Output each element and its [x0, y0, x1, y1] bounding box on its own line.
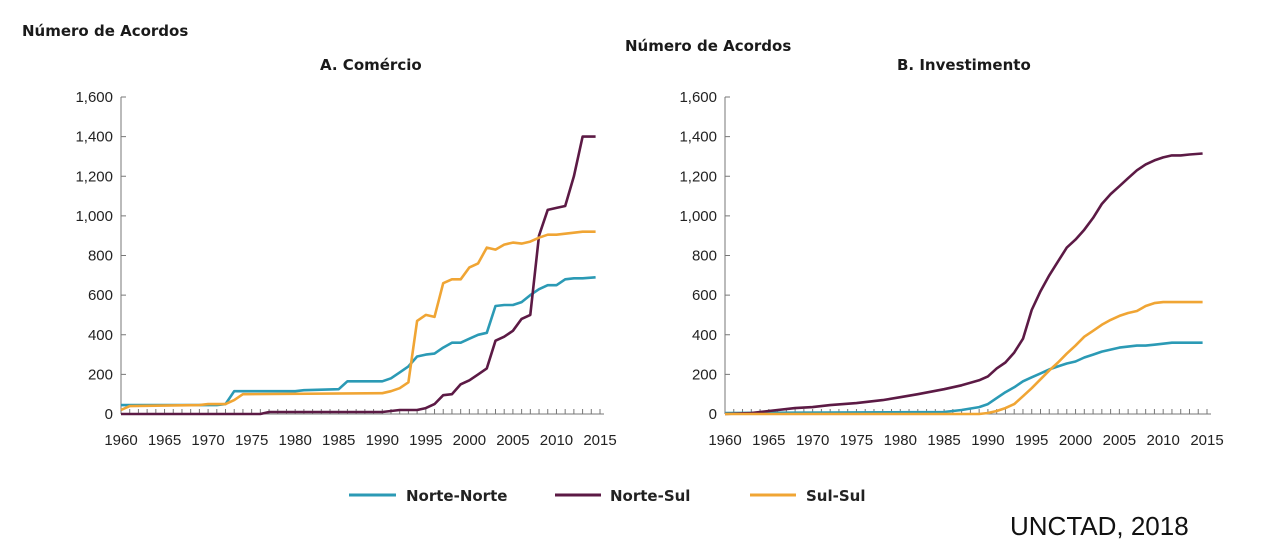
y-tick-label: 1,200	[75, 168, 113, 185]
y-tick-label: 1,400	[75, 129, 113, 146]
x-tick-label: 1985	[322, 432, 355, 449]
y-tick-label: 200	[692, 366, 717, 383]
series-line-sul-sul	[120, 230, 596, 412]
x-tick-label: 1980	[278, 432, 311, 449]
y-tick-label: 400	[692, 327, 717, 344]
x-tick-label: 2005	[496, 432, 529, 449]
legend-label-norte-sul: Norte-Sul	[610, 487, 690, 505]
y-tick-label: 1,600	[679, 89, 717, 106]
y-tick-label: 1,000	[75, 208, 113, 225]
x-tick-label: 1960	[104, 432, 137, 449]
x-tick-label: 2015	[1190, 432, 1223, 449]
y-tick-label: 1,200	[679, 168, 717, 185]
y-tick-label: 400	[88, 327, 113, 344]
x-tick-label: 1995	[1015, 432, 1048, 449]
y-tick-label: 600	[88, 287, 113, 304]
x-tick-label: 2000	[1059, 432, 1092, 449]
x-tick-label: 1990	[971, 432, 1004, 449]
y-tick-label: 200	[88, 366, 113, 383]
y-tick-label: 0	[105, 406, 113, 423]
y-tick-label: 800	[88, 248, 113, 265]
source-note: UNCTAD, 2018	[1010, 511, 1189, 541]
chart-a: 0 200 400 600 800 1,000 1,200 1,400 1,600 1960 196…	[75, 89, 616, 449]
x-tick-label: 1970	[191, 432, 224, 449]
series-line-sul-sul	[725, 300, 1203, 416]
series-line-norte-norte	[121, 276, 596, 407]
x-tick-label: 2010	[1146, 432, 1179, 449]
y-tick-label: 1,600	[75, 89, 113, 106]
y-tick-label: 1,000	[679, 208, 717, 225]
x-tick-label: 2005	[1103, 432, 1136, 449]
legend-label-sul-sul: Sul-Sul	[806, 487, 865, 505]
legend-label-norte-norte: Norte-Norte	[406, 487, 507, 505]
x-tick-label: 1975	[235, 432, 268, 449]
chart-b: 0 200 400 600 800 1,000 1,200 1,400 1,600 1960 196…	[679, 89, 1223, 449]
x-tick-label: 2015	[583, 432, 616, 449]
x-tick-label: 1960	[708, 432, 741, 449]
chart-b-ylabel: Número de Acordos	[625, 37, 791, 55]
x-tick-label: 2010	[540, 432, 573, 449]
chart-b-title: B. Investimento	[897, 56, 1031, 74]
y-tick-label: 0	[709, 406, 717, 423]
chart-a-title: A. Comércio	[320, 56, 422, 74]
y-tick-label: 800	[692, 248, 717, 265]
legend: Norte-Norte Norte-Sul Sul-Sul	[349, 487, 865, 505]
x-tick-label: 1970	[796, 432, 829, 449]
series-line-norte-norte	[724, 341, 1203, 415]
x-tick-label: 1985	[927, 432, 960, 449]
x-tick-label: 1980	[884, 432, 917, 449]
series-line-norte-sul	[724, 152, 1203, 416]
y-tick-label: 600	[692, 287, 717, 304]
x-tick-label: 1965	[148, 432, 181, 449]
x-tick-label: 1995	[409, 432, 442, 449]
chart-a-ylabel: Número de Acordos	[22, 22, 188, 40]
y-tick-label: 1,400	[679, 129, 717, 146]
x-tick-label: 2000	[453, 432, 486, 449]
x-tick-label: 1975	[840, 432, 873, 449]
x-tick-label: 1990	[366, 432, 399, 449]
x-tick-label: 1965	[752, 432, 785, 449]
series-line-norte-sul	[121, 135, 596, 416]
